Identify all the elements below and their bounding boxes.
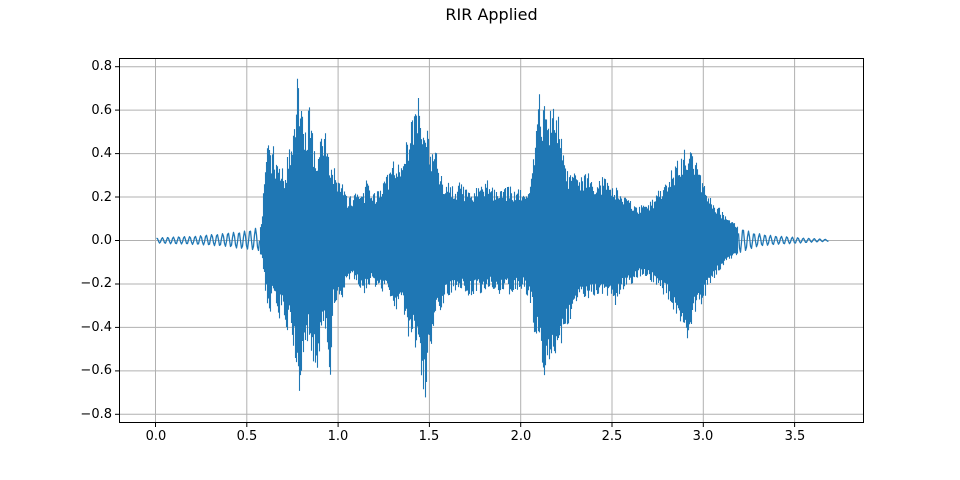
y-tick-label: 0.0 (91, 233, 112, 248)
y-tick-label: 0.8 (91, 59, 112, 74)
x-tick-label: 1.5 (418, 429, 440, 444)
x-tick-label: 2.0 (510, 429, 532, 444)
y-tick-label: −0.2 (80, 276, 112, 291)
chart-title: RIR Applied (445, 5, 538, 24)
x-tick-label: 2.5 (601, 429, 623, 444)
y-tick-label: 0.2 (91, 190, 112, 205)
axes-spine (119, 58, 864, 423)
x-tick-label: 0.0 (145, 429, 167, 444)
y-tick-label: −0.6 (80, 363, 112, 378)
x-tick-label: 3.5 (784, 429, 806, 444)
waveform-quiet-line (156, 227, 829, 253)
waveform-mass (259, 78, 739, 398)
y-tick-label: −0.4 (80, 320, 112, 335)
x-tick-label: 1.0 (327, 429, 349, 444)
y-tick-label: 0.6 (91, 103, 112, 118)
y-tick-label: 0.4 (91, 146, 112, 161)
y-tick-label: −0.8 (80, 407, 112, 422)
x-tick-label: 0.5 (236, 429, 258, 444)
x-tick-label: 3.0 (692, 429, 714, 444)
